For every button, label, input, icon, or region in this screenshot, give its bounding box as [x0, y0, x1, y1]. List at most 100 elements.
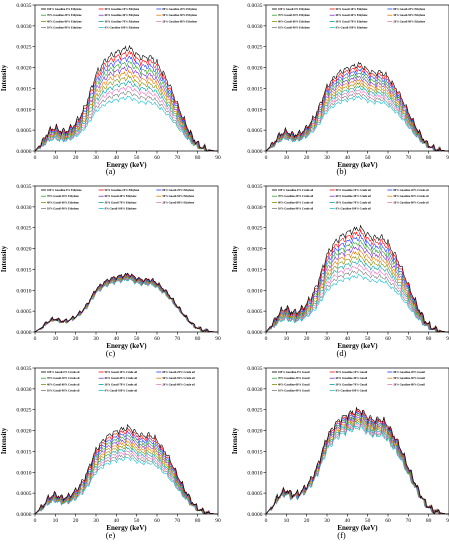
legend-entry: 40% Gasoil-60% Ethylene — [278, 20, 310, 23]
series-line — [34, 95, 219, 152]
legend-entry: 60% Gasoil-40% Crude oil — [105, 377, 138, 380]
x-tick-label: 70 — [406, 336, 412, 342]
legend-entry: 50% Gasoil-50% Ethylene — [162, 195, 194, 198]
x-tick-label: 90 — [446, 155, 449, 161]
y-axis-label: Intensity — [0, 64, 8, 91]
x-tick-label: 30 — [324, 336, 330, 342]
legend-entry: 80% Gasoil-20% Crude oil — [162, 371, 195, 374]
x-tick-label: 30 — [93, 518, 99, 524]
y-tick-label: 0.0000 — [247, 149, 262, 155]
plot-frame — [34, 185, 219, 333]
x-tick-label: 90 — [215, 336, 221, 342]
legend-entry: 90% Gasoline-10% Ethylene — [105, 189, 140, 192]
series-line — [34, 55, 219, 152]
legend-entry: 60% Gasoil-40% Ethylene — [105, 195, 137, 198]
x-tick-label: 60 — [385, 336, 391, 342]
legend-entry: 10% Gasoline-90% Ethylene — [47, 27, 82, 30]
y-tick-label: 0.0010 — [247, 288, 262, 294]
y-tick-label: 0.0020 — [247, 247, 262, 253]
x-tick-label: 30 — [324, 518, 330, 524]
series-line — [265, 421, 449, 515]
x-tick-label: 50 — [365, 336, 371, 342]
legend-entry: 50% Gasoline-50% Crude oil — [393, 195, 428, 198]
x-axis-label: Energy (keV) — [106, 524, 147, 532]
chart-panel: 0 10 20 30 40 50 60 70 80 90 0.0000 0.0005 0.0010 0.0… — [0, 366, 221, 540]
x-tick-label: 40 — [345, 155, 351, 161]
y-tick-label: 0.0010 — [247, 470, 262, 476]
legend-entry: 60% Gasoline-40% Ethylene — [105, 14, 140, 17]
x-tick-label: 90 — [215, 518, 221, 524]
panel-caption: (e) — [106, 530, 116, 540]
x-axis-label: Energy (keV) — [106, 342, 147, 350]
y-tick-label: 0.0015 — [16, 267, 31, 273]
plot-frame — [34, 367, 219, 515]
legend-entry: 30% Gasoline-70% Gasoil — [336, 383, 368, 386]
panel-caption: (d) — [337, 348, 347, 358]
legend-entry: 70% Gasoil-30% Ethylene — [47, 195, 79, 198]
y-tick-label: 0.0030 — [247, 24, 262, 30]
x-tick-label: 40 — [345, 518, 351, 524]
y-tick-label: 0.0020 — [247, 66, 262, 72]
x-tick-label: 10 — [53, 336, 59, 342]
chart-panel: 0 10 20 30 40 50 60 70 80 90 0.0000 0.0005 0.0010 0.0… — [231, 3, 449, 176]
y-tick-label: 0.0000 — [247, 512, 262, 518]
series-line — [34, 423, 219, 515]
legend-entry: 80% Gasoil-20% Ethylene — [393, 8, 425, 11]
legend-entry: 0% Gasoline-100% Ethylene — [105, 27, 140, 30]
legend-entry: 70% Gasoline-30% Ethylene — [47, 14, 82, 17]
legend-entry: 20% Gasoline-80% Crude oil — [393, 201, 428, 204]
series-line — [265, 263, 449, 333]
legend-entry: 100% Gasoline-0% Ethylene — [47, 189, 82, 192]
x-tick-label: 50 — [134, 336, 140, 342]
series-line — [265, 419, 449, 515]
x-tick-label: 30 — [324, 155, 330, 161]
legend-entry: 20% Gasoil-80% Ethylene — [393, 20, 425, 23]
x-tick-label: 50 — [134, 518, 140, 524]
legend-entry: 0% Gasoline-100% Gasoil — [336, 390, 368, 393]
series-line — [265, 269, 449, 333]
plot-frame — [34, 4, 219, 152]
x-tick-label: 0 — [265, 155, 268, 161]
x-tick-label: 10 — [284, 336, 290, 342]
legend-entry: 0% Gasoil-100% Ethylene — [336, 27, 368, 30]
legend-entry: 80% Gasoil-20% Ethylene — [162, 189, 194, 192]
panel-caption: (c) — [106, 348, 116, 358]
series-line — [34, 453, 219, 515]
legend-entry: 100% Gasoil-0% Ethylene — [278, 8, 310, 11]
panel-caption: (a) — [106, 166, 116, 176]
x-tick-label: 90 — [215, 155, 221, 161]
y-tick-label: 0.0000 — [16, 330, 31, 336]
y-tick-label: 0.0005 — [16, 309, 31, 315]
legend-entry: 30% Gasoil-70% Ethylene — [336, 20, 368, 23]
x-tick-label: 60 — [154, 336, 160, 342]
chart-panel: 0 10 20 30 40 50 60 70 80 90 0.0000 0.0005 0.0010 0.0… — [231, 366, 449, 540]
x-tick-label: 0 — [265, 518, 268, 524]
chart-panel: 0 10 20 30 40 50 60 70 80 90 0.0000 0.0005 0.0010 0.0… — [0, 184, 221, 358]
chart-panel: 0 10 20 30 40 50 60 70 80 90 0.0000 0.0005 0.0010 0.0… — [231, 184, 449, 358]
x-axis-label: Energy (keV) — [337, 161, 378, 169]
x-axis-label: Energy (keV) — [337, 342, 378, 350]
panel-caption: (f) — [337, 530, 346, 540]
y-tick-label: 0.0025 — [16, 45, 31, 51]
x-tick-label: 50 — [365, 155, 371, 161]
y-tick-label: 0.0010 — [16, 288, 31, 294]
legend-entry: 100% Gasoline-0% Crude oil — [278, 189, 313, 192]
legend-entry: 70% Gasoline-30% Gasoil — [278, 377, 310, 380]
x-tick-label: 20 — [73, 336, 79, 342]
y-tick-label: 0.0020 — [247, 429, 262, 435]
y-tick-label: 0.0035 — [247, 3, 262, 9]
x-tick-label: 40 — [114, 518, 120, 524]
legend-entry: 30% Gasoil-70% Crude oil — [105, 383, 138, 386]
legend-entry: 10% Gasoil-90% Ethylene — [278, 27, 310, 30]
x-tick-label: 10 — [53, 518, 59, 524]
legend-entry: 90% Gasoil-10% Crude oil — [105, 371, 138, 374]
legend-entry: 60% Gasoil-40% Ethylene — [336, 14, 368, 17]
series-line — [34, 90, 219, 152]
x-tick-label: 0 — [265, 336, 268, 342]
legend-entry: 100% Gasoline-0% Ethylene — [47, 8, 82, 11]
legend-entry: 80% Gasoline-20% Gasoil — [393, 371, 425, 374]
legend-entry: 90% Gasoil-10% Ethylene — [336, 8, 368, 11]
legend-entry: 30% Gasoline-70% Crude oil — [336, 201, 371, 204]
legend-entry: 10% Gasoil-90% Crude oil — [47, 390, 80, 393]
